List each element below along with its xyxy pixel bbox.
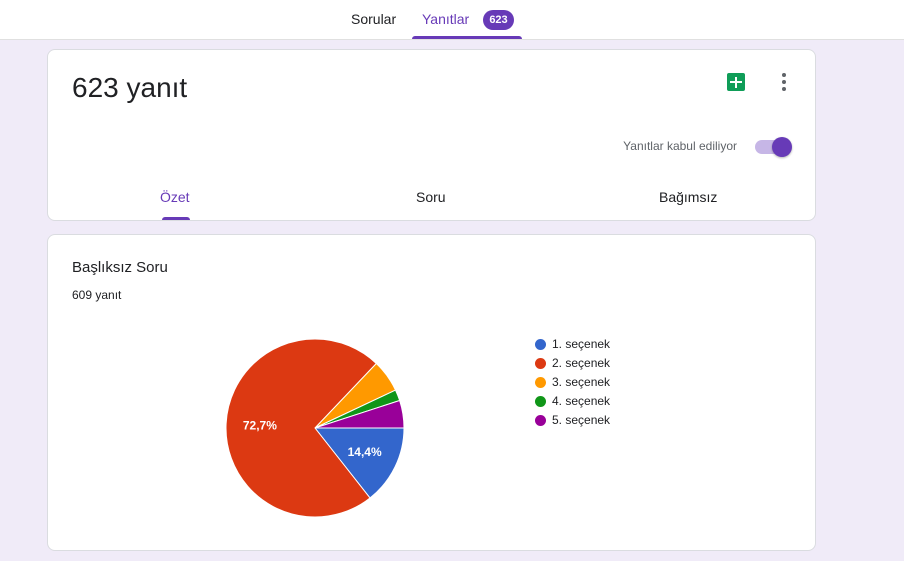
tab-responses-label: Yanıtlar [422,11,470,27]
legend-label-1: 1. seçenek [552,337,611,351]
tab-questions-label: Sorular [351,11,397,27]
responses-summary-card: 623 yanıt Yanıtlar kabul ediliyor Özet S… [47,49,816,221]
pie-slice-label-2: 72,7% [243,418,277,432]
legend-swatch-3 [535,377,546,388]
pie-slice-5[interactable] [314,399,405,429]
pie-chart: 14,4% 72,7% [225,338,405,518]
more-vert-icon[interactable] [774,71,794,93]
summary-tab-indicator [162,217,190,220]
question-title: Başlıksız Soru [72,259,168,276]
google-sheets-icon[interactable] [727,73,745,91]
tab-summary[interactable]: Özet [160,189,190,205]
pie-slice-1[interactable] [313,427,405,499]
active-tab-indicator [412,36,522,39]
tab-individual[interactable]: Bağımsız [659,189,718,205]
top-navigation: Sorular Yanıtlar 623 [0,0,904,40]
question-response-count: 609 yanıt [72,288,122,302]
pie-slice-2[interactable] [225,338,378,518]
legend-swatch-2 [535,358,546,369]
legend-swatch-1 [535,339,546,350]
legend-swatch-5 [535,415,546,426]
question-summary-card: Başlıksız Soru 609 yanıt 14,4% 72,7% 1. s… [47,234,816,551]
accepting-responses-toggle[interactable] [755,137,793,157]
toggle-knob [772,137,792,157]
legend-label-4: 4. seçenek [552,394,611,408]
legend-label-2: 2. seçenek [552,356,611,370]
tab-responses[interactable]: Yanıtlar 623 [412,0,522,39]
pie-slice-label-1: 14,4% [348,445,382,459]
accepting-responses-label: Yanıtlar kabul ediliyor [623,139,737,153]
legend-label-3: 3. seçenek [552,375,611,389]
responses-count-badge: 623 [483,10,514,30]
tab-question[interactable]: Soru [416,189,446,205]
responses-title: 623 yanıt [72,72,188,103]
legend-swatch-4 [535,396,546,407]
legend-label-5: 5. seçenek [552,413,611,427]
tab-questions[interactable]: Sorular [351,0,396,39]
